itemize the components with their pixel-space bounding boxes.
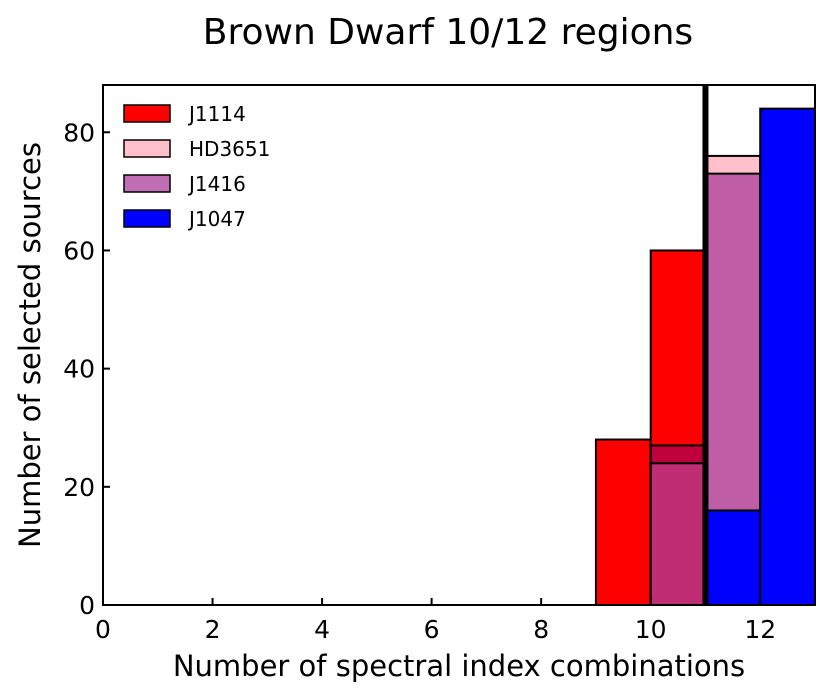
bar-j1114-9	[594, 438, 652, 606]
legend-swatch-j1047	[123, 209, 171, 228]
bar-j1047-11	[704, 509, 762, 607]
bar-j1047-12	[759, 107, 817, 607]
legend-label-j1416: J1416	[187, 172, 246, 196]
x-tick-label-0: 0	[95, 615, 111, 644]
x-tick-label-6: 6	[424, 615, 440, 644]
x-tick-label-2: 2	[205, 615, 221, 644]
bars-layer	[594, 107, 817, 607]
y-axis-label: Number of selected sources	[13, 142, 47, 548]
y-tick-label-0: 0	[79, 591, 95, 620]
y-tick-label-20: 20	[63, 473, 95, 502]
x-tick-label-10: 10	[635, 615, 667, 644]
y-tick-label-40: 40	[63, 355, 95, 384]
legend: J1114 HD3651 J1416 J1047	[123, 102, 270, 231]
chart-title: Brown Dwarf 10/12 regions	[203, 12, 693, 53]
y-tick-label-60: 60	[63, 236, 95, 265]
legend-label-j1047: J1047	[187, 207, 246, 231]
legend-swatch-j1416	[123, 174, 171, 193]
x-tick-label-12: 12	[744, 615, 776, 644]
ticks-layer: 0 2 4 6 8 10 12 0 20 40 60 80	[63, 118, 776, 644]
legend-swatch-hd3651	[123, 139, 171, 158]
legend-label-j1114: J1114	[187, 102, 246, 126]
plot-frame	[102, 84, 816, 606]
overlap-segment-10	[649, 444, 707, 465]
legend-swatch-j1114	[123, 104, 171, 123]
overlap-layer	[649, 444, 707, 465]
y-tick-label-80: 80	[63, 118, 95, 147]
bar-j1416-10	[649, 462, 707, 606]
x-tick-label-4: 4	[314, 615, 330, 644]
x-axis-label: Number of spectral index combinations	[173, 649, 745, 683]
x-tick-label-8: 8	[533, 615, 549, 644]
legend-label-hd3651: HD3651	[189, 137, 270, 161]
